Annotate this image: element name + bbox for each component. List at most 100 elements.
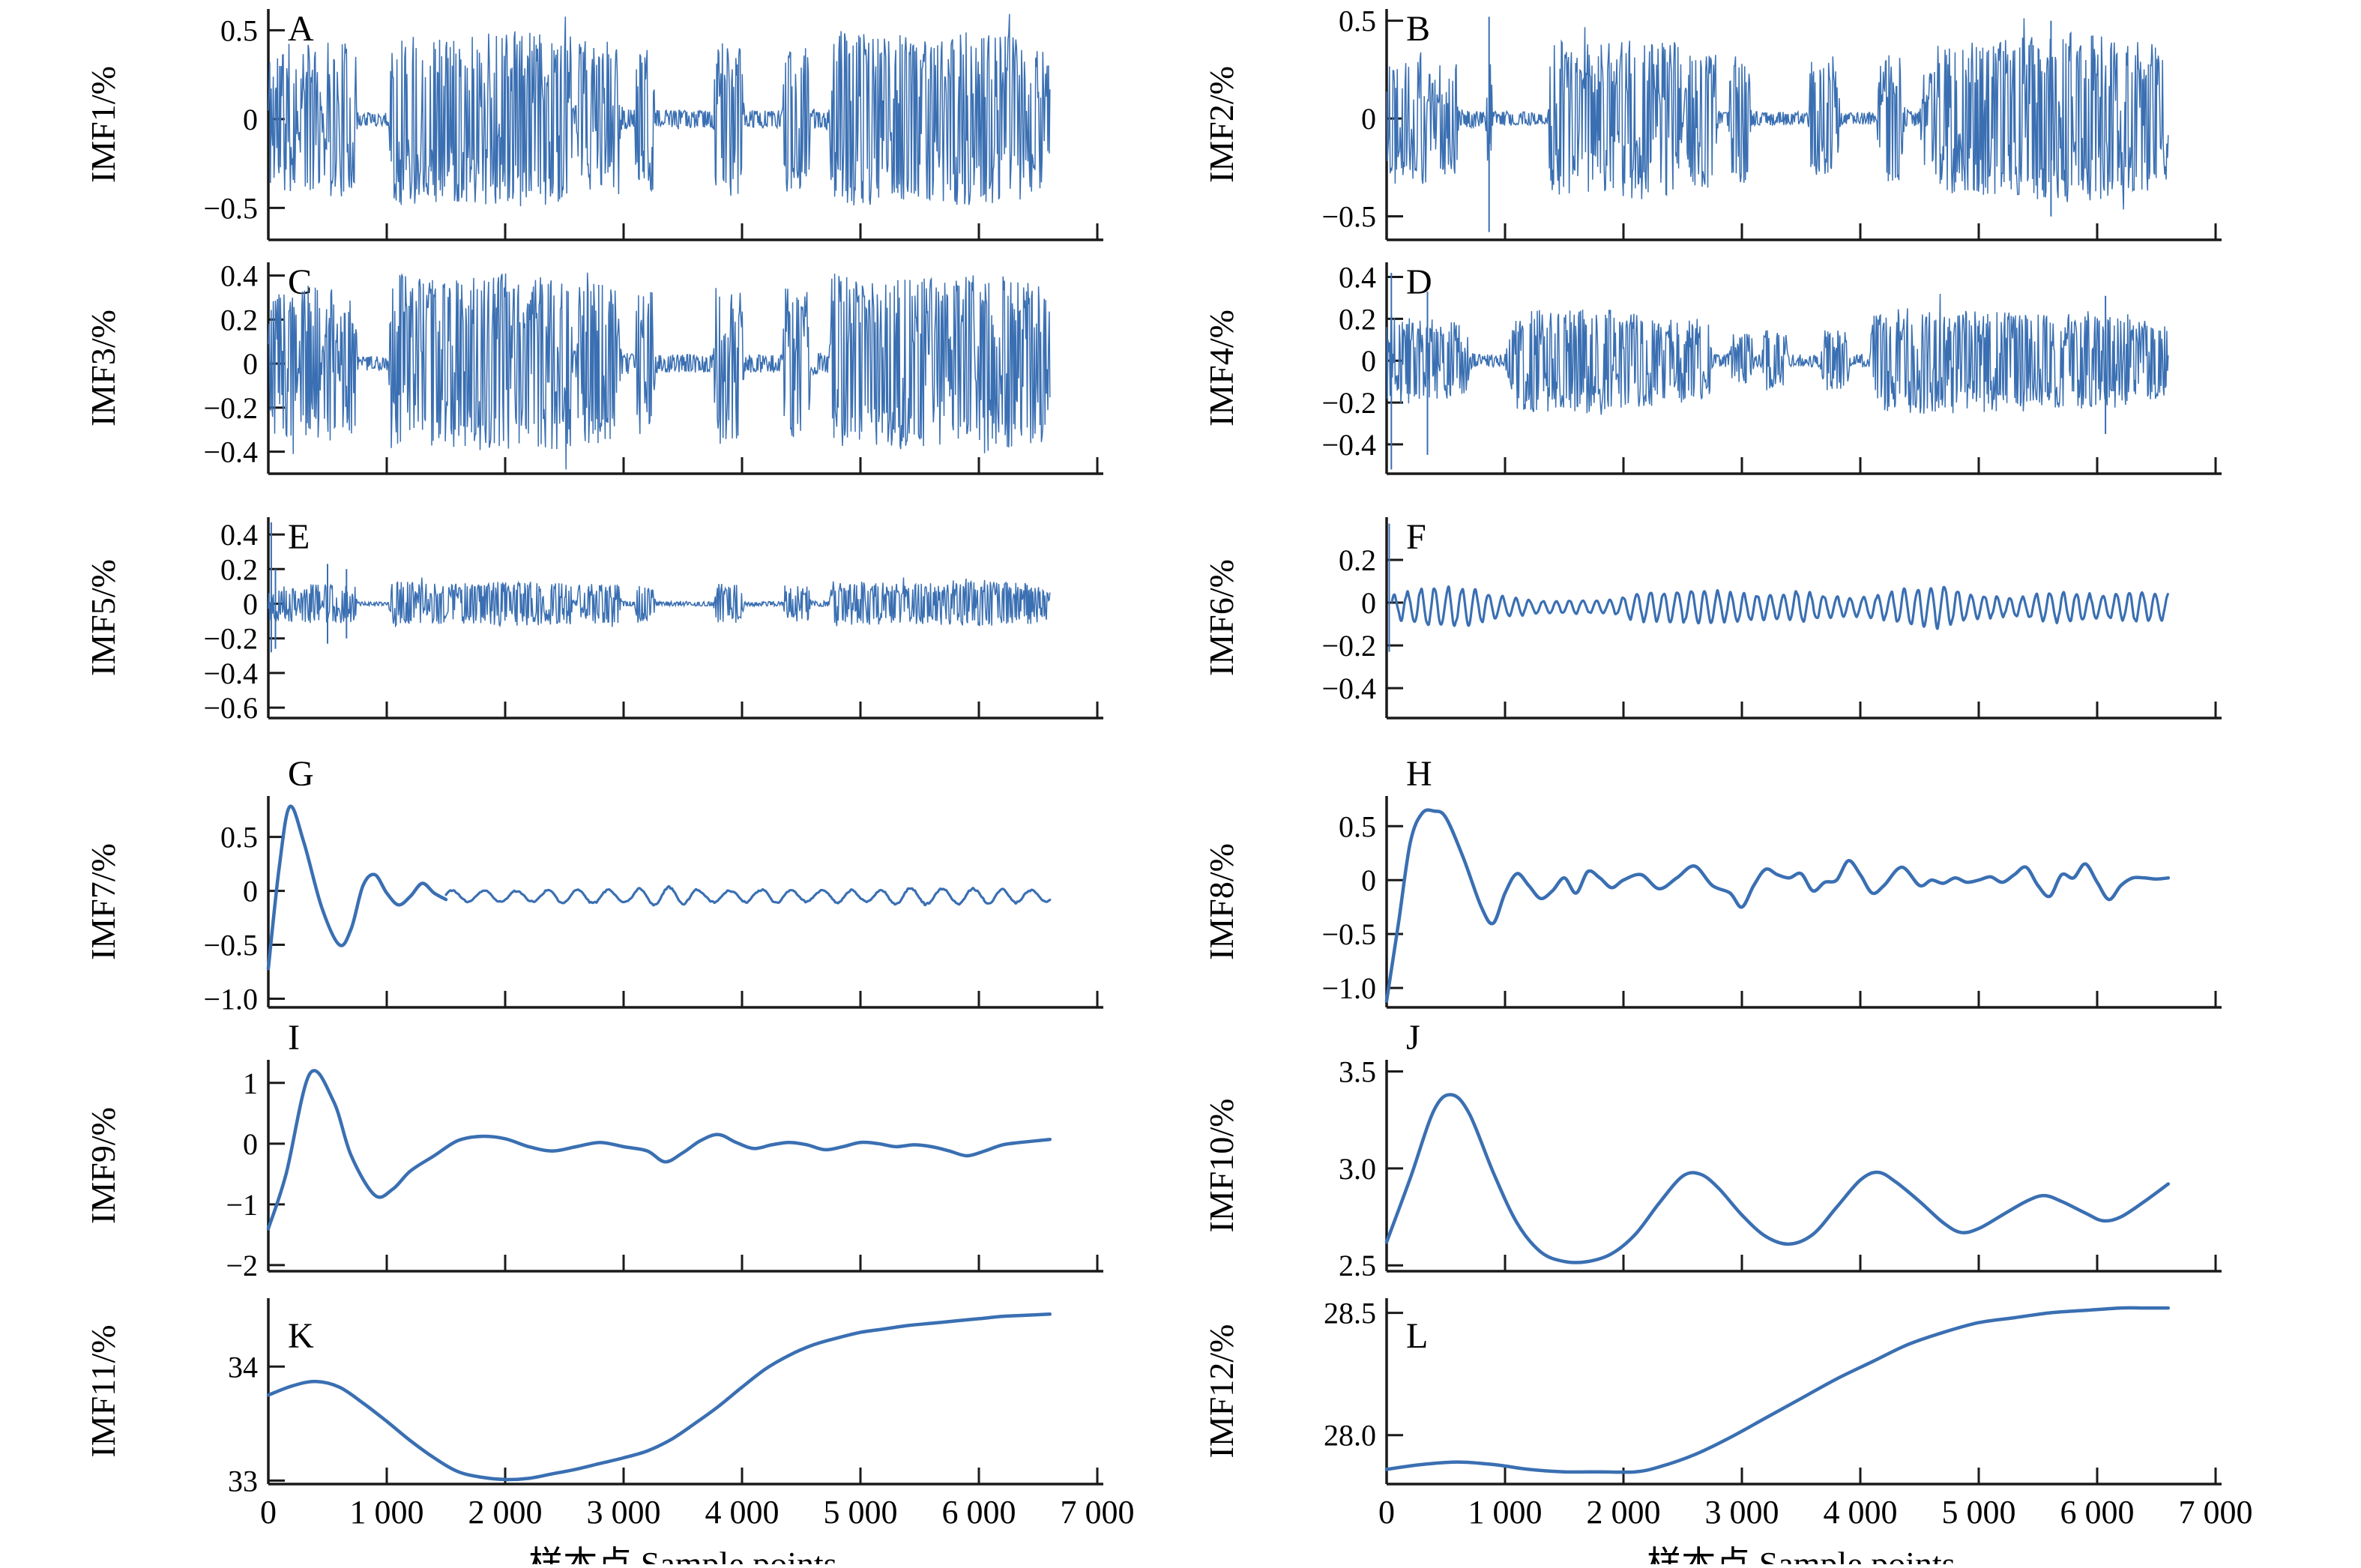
panel-letter: L xyxy=(1406,1316,1428,1356)
oscillation-curve xyxy=(1390,585,2169,630)
noise-waveform xyxy=(1386,293,2169,415)
y-tick-label: 0.5 xyxy=(1339,4,1376,38)
y-tick-label: 33 xyxy=(228,1464,258,1498)
x-tick-label: 3 000 xyxy=(1705,1494,1779,1531)
x-tick-label: 2 000 xyxy=(468,1494,543,1531)
y-tick-label: 0.2 xyxy=(1339,302,1376,336)
y-tick-label: 0 xyxy=(243,875,258,908)
y-tick-label: −0.5 xyxy=(203,191,258,225)
spike-lines xyxy=(1390,273,2107,470)
panel-letter: I xyxy=(288,1018,300,1058)
spike-lines xyxy=(270,522,348,653)
y-tick-label: −0.5 xyxy=(1321,200,1376,234)
y-tick-label: 0.5 xyxy=(1339,809,1376,843)
smooth-curve xyxy=(266,1069,1052,1231)
y-axis-label: IMF4/% xyxy=(1202,310,1240,426)
panel-K: 34 330 1 000 2 000 3 000 4 000 5 000 6 000 7 000… xyxy=(84,1298,1135,1568)
y-axis-label: IMF11/% xyxy=(84,1324,122,1457)
x-tick-label: 7 000 xyxy=(1061,1494,1135,1531)
x-tick-label: 4 000 xyxy=(705,1494,780,1531)
y-tick-label: 1 xyxy=(243,1067,258,1100)
panel-E: 0.40.20−0.2−0.4−0.6 IMF5/% E xyxy=(84,517,1103,725)
x-tick-label: 6 000 xyxy=(942,1494,1016,1531)
panel-letter: B xyxy=(1406,9,1430,49)
y-tick-label: −0.2 xyxy=(203,622,258,656)
noise-waveform xyxy=(1386,18,2169,210)
y-tick-label: 2.5 xyxy=(1339,1249,1376,1282)
y-tick-label: −0.2 xyxy=(1321,386,1376,420)
panel-F: 0.2 0 −0.2 −0.4 IMF6/% F xyxy=(1202,517,2222,720)
smooth-curve xyxy=(266,804,448,971)
y-tick-label: 0 xyxy=(243,103,258,136)
y-tick-label: 3.5 xyxy=(1339,1055,1376,1089)
y-tick-label: 0.4 xyxy=(1339,261,1376,295)
y-tick-label: 0 xyxy=(243,347,258,381)
y-tick-label: −0.2 xyxy=(1321,629,1376,663)
smooth-curve xyxy=(1384,1306,2171,1474)
smooth-curve xyxy=(1384,1093,2171,1264)
y-tick-label: −0.4 xyxy=(1321,672,1376,705)
oscillation-curve xyxy=(444,884,1052,907)
noise-waveform xyxy=(268,272,1051,470)
y-tick-label: −1 xyxy=(226,1188,258,1222)
y-tick-label: 0 xyxy=(243,1127,258,1161)
y-tick-label: 0 xyxy=(243,588,258,621)
smooth-curve xyxy=(1384,808,2171,1003)
y-tick-label: 0.5 xyxy=(220,821,258,854)
y-tick-label: 34 xyxy=(228,1350,258,1384)
x-axis-title: 样本点 Sample points xyxy=(1647,1545,1955,1564)
y-axis-label: IMF7/% xyxy=(84,843,122,960)
y-tick-label: 0.2 xyxy=(1339,543,1376,577)
y-tick-label: −1.0 xyxy=(1321,971,1376,1005)
y-tick-label: 0 xyxy=(1361,863,1376,897)
y-tick-label: −0.4 xyxy=(1321,428,1376,462)
y-tick-label: 0.4 xyxy=(220,518,258,552)
noise-waveform xyxy=(268,13,1051,207)
y-tick-label: −0.2 xyxy=(203,391,258,425)
y-tick-label: −0.4 xyxy=(203,435,258,469)
y-axis-label: IMF8/% xyxy=(1202,843,1240,960)
y-tick-label: 0.2 xyxy=(220,552,258,586)
y-tick-label: 3.0 xyxy=(1339,1152,1376,1186)
spike-lines xyxy=(1488,16,2052,232)
panel-H: 0.5 0 −0.5 −1.0 IMF8/% H xyxy=(1202,754,2222,1009)
y-axis-label: IMF9/% xyxy=(84,1107,122,1224)
panel-letter: H xyxy=(1406,754,1432,794)
panel-letter: J xyxy=(1406,1018,1420,1058)
x-tick-label: 7 000 xyxy=(2179,1494,2253,1531)
y-tick-label: 0.5 xyxy=(220,13,258,47)
y-tick-label: −0.5 xyxy=(1321,917,1376,951)
panel-G: 0.5 0 −0.5 −1.0 IMF7/% G xyxy=(84,754,1103,1016)
y-axis-label: IMF1/% xyxy=(84,66,122,183)
y-tick-label: −1.0 xyxy=(203,982,258,1016)
y-tick-label: 28.0 xyxy=(1324,1419,1376,1453)
y-axis-label: IMF2/% xyxy=(1202,66,1240,183)
x-tick-label: 1 000 xyxy=(350,1494,424,1531)
noise-waveform xyxy=(268,577,1051,628)
panel-I: 1 0 −1 −2 IMF9/% I xyxy=(84,1018,1103,1282)
x-tick-label: 3 000 xyxy=(587,1494,661,1531)
x-tick-label: 0 xyxy=(260,1494,277,1531)
y-tick-label: −2 xyxy=(226,1249,258,1282)
x-tick-label: 2 000 xyxy=(1587,1494,1661,1531)
panel-letter: E xyxy=(288,517,310,557)
y-axis-label: IMF5/% xyxy=(84,559,122,676)
y-axis-label: IMF10/% xyxy=(1202,1099,1240,1233)
y-tick-label: −0.6 xyxy=(203,691,258,725)
x-tick-label: 5 000 xyxy=(824,1494,898,1531)
x-tick-label: 0 xyxy=(1378,1494,1395,1531)
panel-A: 0.5 0 −0.5 IMF1/% A xyxy=(84,9,1103,241)
x-tick-label: 1 000 xyxy=(1468,1494,1543,1531)
x-axis-title: 样本点 Sample points xyxy=(528,1545,836,1564)
panel-B: 0.5 0 −0.5 IMF2/% B xyxy=(1202,4,2222,241)
y-tick-label: −0.4 xyxy=(203,657,258,690)
y-tick-label: 0 xyxy=(1361,586,1376,620)
smooth-curve xyxy=(266,1312,1052,1482)
y-tick-label: −0.5 xyxy=(203,929,258,962)
y-axis-label: IMF6/% xyxy=(1202,559,1240,676)
panel-letter: F xyxy=(1406,517,1426,557)
